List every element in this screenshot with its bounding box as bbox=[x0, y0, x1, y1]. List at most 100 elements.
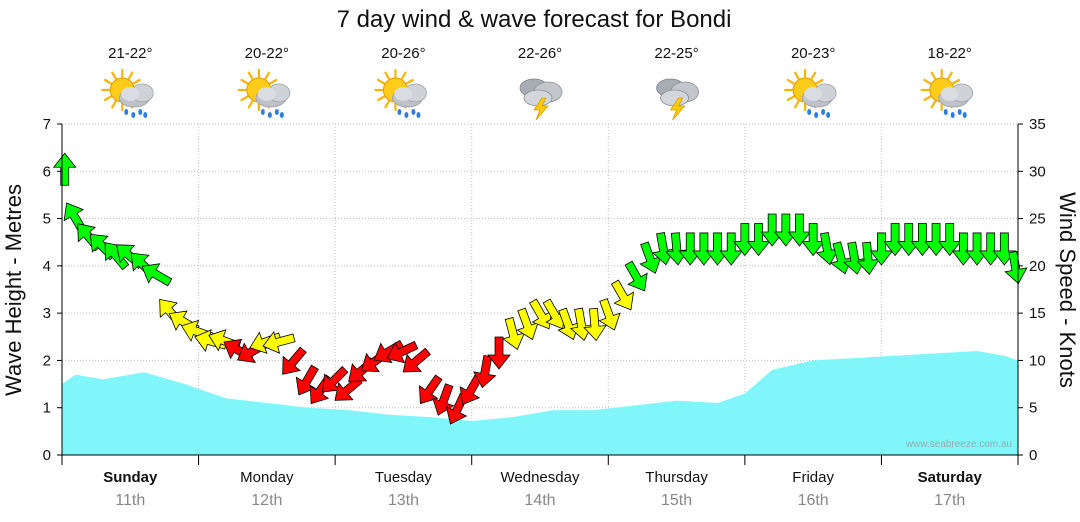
day-name-label: Saturday bbox=[918, 469, 983, 486]
lightning-bolt bbox=[669, 97, 686, 121]
wind-arrow bbox=[610, 279, 634, 311]
left-tick-label: 3 bbox=[43, 305, 51, 322]
sun-ray bbox=[794, 71, 800, 80]
sun-ray bbox=[127, 71, 134, 80]
right-tick-label: 30 bbox=[1029, 163, 1046, 180]
sun-ray bbox=[103, 78, 113, 85]
wind-arrow bbox=[262, 331, 296, 354]
sun-ray bbox=[377, 95, 386, 102]
cloud-part bbox=[394, 87, 413, 101]
chart-title: 7 day wind & wave forecast for Bondi bbox=[337, 6, 732, 33]
sun-cloud-rain-icon bbox=[101, 68, 154, 118]
wind-arrow bbox=[282, 346, 307, 375]
temperature-label: 22-25° bbox=[654, 45, 698, 62]
temperature-label: 20-22° bbox=[245, 45, 289, 62]
left-tick-label: 2 bbox=[43, 352, 51, 369]
wind-arrow-shape bbox=[418, 374, 443, 405]
day-labels: Sunday 11th Monday 12th Tuesday 13th Wednesday… bbox=[61, 455, 1019, 509]
rain-drop bbox=[943, 109, 948, 115]
sun-ray bbox=[400, 71, 407, 80]
rain-drop bbox=[143, 112, 148, 118]
wind-arrow bbox=[719, 232, 744, 266]
wind-arrow bbox=[746, 223, 771, 257]
wind-arrow-shape bbox=[262, 331, 296, 354]
sun-ray bbox=[930, 100, 937, 109]
temperature-label: 20-26° bbox=[381, 45, 425, 62]
wind-arrow bbox=[598, 298, 621, 331]
day-name-label: Friday bbox=[792, 469, 834, 486]
right-axis-ticks: 0 5 10 15 20 25 30 35 bbox=[1018, 116, 1046, 464]
wind-arrows bbox=[52, 152, 1028, 425]
sun-ray bbox=[377, 78, 386, 85]
wind-arrow-shape bbox=[719, 232, 744, 266]
day-date-label: 13th bbox=[388, 492, 419, 509]
rain-drop bbox=[138, 109, 143, 115]
rain-drop bbox=[274, 109, 279, 115]
sun-ray bbox=[384, 71, 391, 80]
wind-arrow-shape bbox=[386, 340, 419, 364]
wind-arrow bbox=[978, 232, 1003, 266]
day-name-label: Monday bbox=[240, 469, 294, 486]
wind-arrow bbox=[801, 223, 825, 257]
right-tick-label: 10 bbox=[1029, 352, 1046, 369]
storm-cloud-icon bbox=[656, 78, 699, 121]
temperature-label: 22-26° bbox=[518, 45, 562, 62]
day-date-label: 17th bbox=[934, 492, 965, 509]
sun-ray bbox=[930, 71, 937, 80]
wind-arrow-shape bbox=[678, 232, 703, 266]
rain-drop bbox=[814, 112, 819, 118]
temperature-label: 20-23° bbox=[791, 45, 835, 62]
wind-arrow-shape bbox=[52, 152, 77, 186]
day-date-label: 16th bbox=[798, 492, 829, 509]
rain-drop bbox=[404, 112, 409, 118]
rain-drop bbox=[962, 112, 967, 118]
sun-ray bbox=[247, 100, 254, 109]
sun-ray bbox=[384, 100, 391, 109]
wind-arrow bbox=[386, 340, 419, 364]
wind-arrow bbox=[924, 223, 948, 257]
wind-arrow-shape bbox=[1004, 250, 1028, 285]
wind-arrow-shape bbox=[402, 347, 431, 373]
rain-drop bbox=[260, 109, 265, 115]
cloud-part bbox=[940, 87, 959, 101]
left-tick-label: 1 bbox=[43, 400, 51, 417]
wind-arrow-shape bbox=[705, 232, 730, 266]
sun-ray bbox=[810, 71, 817, 80]
sun-ray bbox=[947, 71, 953, 80]
wind-arrow bbox=[141, 263, 173, 287]
sun-ray bbox=[240, 95, 249, 102]
sun-ray bbox=[111, 100, 117, 109]
cloud-part bbox=[804, 87, 823, 101]
wind-arrow bbox=[402, 347, 431, 373]
wind-arrow bbox=[692, 232, 716, 266]
wind-arrow-shape bbox=[583, 307, 607, 342]
day-date-label: 11th bbox=[115, 492, 145, 509]
wind-arrow bbox=[624, 260, 648, 292]
credit-text: www.seabreeze.com.au bbox=[905, 439, 1012, 450]
wind-arrow bbox=[52, 152, 77, 186]
right-axis-title: Wind Speed - Knots bbox=[1055, 192, 1080, 388]
wind-arrow bbox=[678, 232, 703, 266]
wind-arrow bbox=[418, 374, 443, 405]
wind-arrow-shape bbox=[692, 232, 716, 266]
sun-cloud-rain-icon bbox=[784, 68, 837, 118]
right-tick-label: 15 bbox=[1029, 305, 1046, 322]
sun-ray bbox=[786, 95, 795, 102]
sun-cloud-rain-icon bbox=[237, 68, 291, 118]
left-tick-label: 4 bbox=[43, 258, 51, 275]
day-name-label: Thursday bbox=[645, 469, 708, 486]
wind-arrow bbox=[774, 213, 798, 247]
weather-row: 21-22° 20-22° 20-26° 22-26° 22-25° 20-23° 18-2… bbox=[101, 45, 974, 121]
rain-drop bbox=[397, 109, 402, 115]
sun-ray bbox=[951, 78, 961, 85]
lightning-bolt bbox=[533, 97, 549, 121]
rain-drop bbox=[826, 112, 831, 118]
day-name-label: Tuesday bbox=[375, 469, 432, 486]
wind-arrow bbox=[951, 232, 976, 266]
sun-ray bbox=[111, 71, 117, 80]
wave-height-series bbox=[62, 350, 1018, 455]
rain-drop bbox=[267, 112, 272, 118]
storm-cloud-icon bbox=[519, 78, 563, 121]
wind-arrow bbox=[705, 232, 730, 266]
wind-arrow-shape bbox=[610, 279, 634, 311]
